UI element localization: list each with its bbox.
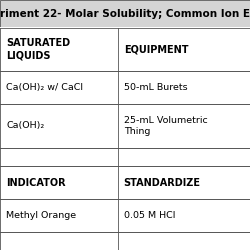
Bar <box>0 28 118 72</box>
Text: STANDARDIZE: STANDARDIZE <box>124 178 201 188</box>
Bar <box>0 232 118 250</box>
Bar <box>0 0 250 28</box>
Text: 0.05 M HCl: 0.05 M HCl <box>124 211 175 220</box>
Text: Methyl Orange: Methyl Orange <box>6 211 76 220</box>
Bar <box>0 104 118 148</box>
Bar <box>118 148 250 167</box>
Text: Ca(OH)₂: Ca(OH)₂ <box>6 122 44 130</box>
Text: 50-mL Burets: 50-mL Burets <box>124 83 188 92</box>
Bar <box>0 72 118 104</box>
Text: riment 22- Molar Solubility; Common Ion E: riment 22- Molar Solubility; Common Ion … <box>0 9 250 19</box>
Text: 25-mL Volumetric
Thing: 25-mL Volumetric Thing <box>124 116 208 136</box>
Text: INDICATOR: INDICATOR <box>6 178 66 188</box>
Bar <box>118 166 250 199</box>
Bar <box>118 28 250 72</box>
Text: Ca(OH)₂ w/ CaCl: Ca(OH)₂ w/ CaCl <box>6 83 83 92</box>
Bar <box>0 148 118 167</box>
Bar <box>118 104 250 148</box>
Text: SATURATED
LIQUIDS: SATURATED LIQUIDS <box>6 38 70 61</box>
Bar <box>118 72 250 104</box>
Text: EQUIPMENT: EQUIPMENT <box>124 44 188 54</box>
Bar <box>118 199 250 232</box>
Bar <box>118 232 250 250</box>
Bar <box>0 166 118 199</box>
Bar <box>0 199 118 232</box>
